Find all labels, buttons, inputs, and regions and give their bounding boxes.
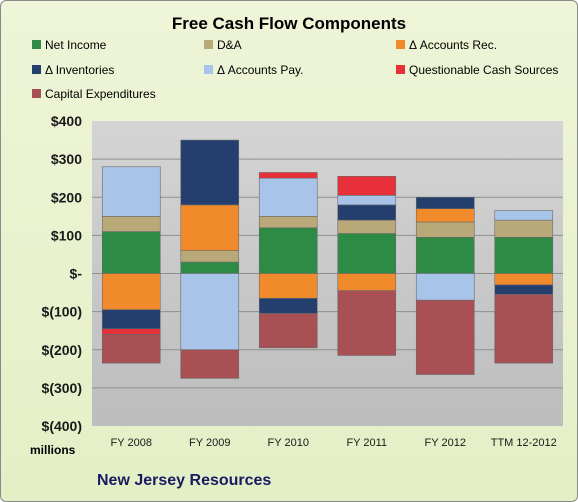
legend-swatch: [32, 89, 41, 99]
legend-swatch: [204, 65, 213, 75]
bar-segment: [415, 221, 475, 238]
y-tick-label: $400: [51, 113, 82, 129]
bar-segment: [258, 216, 318, 229]
legend-item: D&A: [204, 38, 242, 52]
bar-segment: [415, 208, 475, 223]
legend-swatch: [396, 65, 405, 75]
company-name: New Jersey Resources: [97, 472, 272, 489]
bar-segment: [415, 236, 475, 274]
bar-segment: [101, 309, 161, 330]
legend-item: Δ Accounts Rec.: [396, 38, 497, 52]
y-tick-label: $(100): [42, 304, 82, 320]
x-tick-label: FY 2008: [111, 437, 152, 449]
legend-item: Capital Expenditures: [32, 87, 156, 101]
legend-label: Questionable Cash Sources: [409, 63, 559, 77]
y-tick-label: $(300): [42, 380, 82, 396]
bar-segment: [494, 219, 554, 238]
bar-segment: [258, 297, 318, 314]
legend-item: Net Income: [32, 38, 106, 52]
bar-segment: [337, 204, 397, 221]
bar-segment: [494, 210, 554, 221]
x-tick-label: TTM 12-2012: [491, 437, 557, 449]
bar-segment: [494, 236, 554, 274]
bar-segment: [101, 166, 161, 217]
bar-segment: [415, 273, 475, 301]
bar-segment: [180, 139, 240, 206]
legend-label: Δ Accounts Pay.: [217, 63, 304, 77]
y-tick-label: $(200): [42, 342, 82, 358]
bar-segment: [258, 177, 318, 217]
units-label: millions: [30, 443, 76, 457]
bar-segment: [101, 231, 161, 274]
y-tick-label: $-: [70, 266, 83, 282]
y-tick-label: $100: [51, 227, 82, 243]
legend-item: Δ Inventories: [32, 63, 114, 77]
bar-segment: [258, 172, 318, 179]
bar-segment: [180, 204, 240, 251]
bar-segment: [337, 273, 397, 291]
x-tick-label: FY 2009: [189, 437, 230, 449]
bar-segment: [337, 175, 397, 196]
bar-segment: [337, 290, 397, 356]
legend-label: D&A: [217, 38, 242, 52]
x-tick-label: FY 2012: [425, 437, 466, 449]
bar-segment: [180, 261, 240, 274]
bar-segment: [101, 216, 161, 232]
y-tick-label: $(400): [42, 418, 82, 434]
bar-segment: [415, 196, 475, 209]
bar-segment: [494, 273, 554, 286]
y-tick-label: $200: [51, 189, 82, 205]
legend-swatch: [32, 40, 41, 50]
bar-segment: [337, 233, 397, 274]
bar-segment: [258, 273, 318, 299]
x-tick-label: FY 2011: [346, 437, 387, 449]
legend-label: Δ Accounts Rec.: [409, 38, 498, 52]
bar-segment: [180, 250, 240, 263]
bar-segment: [258, 227, 318, 274]
bar-segment: [180, 273, 240, 351]
legend-swatch: [204, 40, 213, 50]
legend-swatch: [32, 65, 41, 75]
chart-title: Free Cash Flow Components: [171, 14, 407, 33]
bar-segment: [101, 328, 161, 335]
bar-segment: [101, 273, 161, 311]
bar-segment: [494, 294, 554, 364]
bar-segment: [101, 334, 161, 364]
legend-item: Δ Accounts Pay.: [204, 63, 304, 77]
x-tick-label: FY 2010: [268, 437, 309, 449]
y-tick-label: $300: [51, 151, 82, 167]
bar-segment: [180, 349, 240, 379]
bar-segment: [337, 219, 397, 234]
bar-segment: [494, 284, 554, 295]
bar-segment: [337, 195, 397, 206]
bar-segment: [258, 313, 318, 349]
legend-swatch: [396, 40, 405, 50]
legend-label: Δ Inventories: [45, 63, 115, 77]
bar-segment: [415, 299, 475, 375]
legend-item: Questionable Cash Sources: [396, 63, 558, 77]
legend-label: Net Income: [45, 38, 107, 52]
legend-label: Capital Expenditures: [45, 87, 156, 101]
